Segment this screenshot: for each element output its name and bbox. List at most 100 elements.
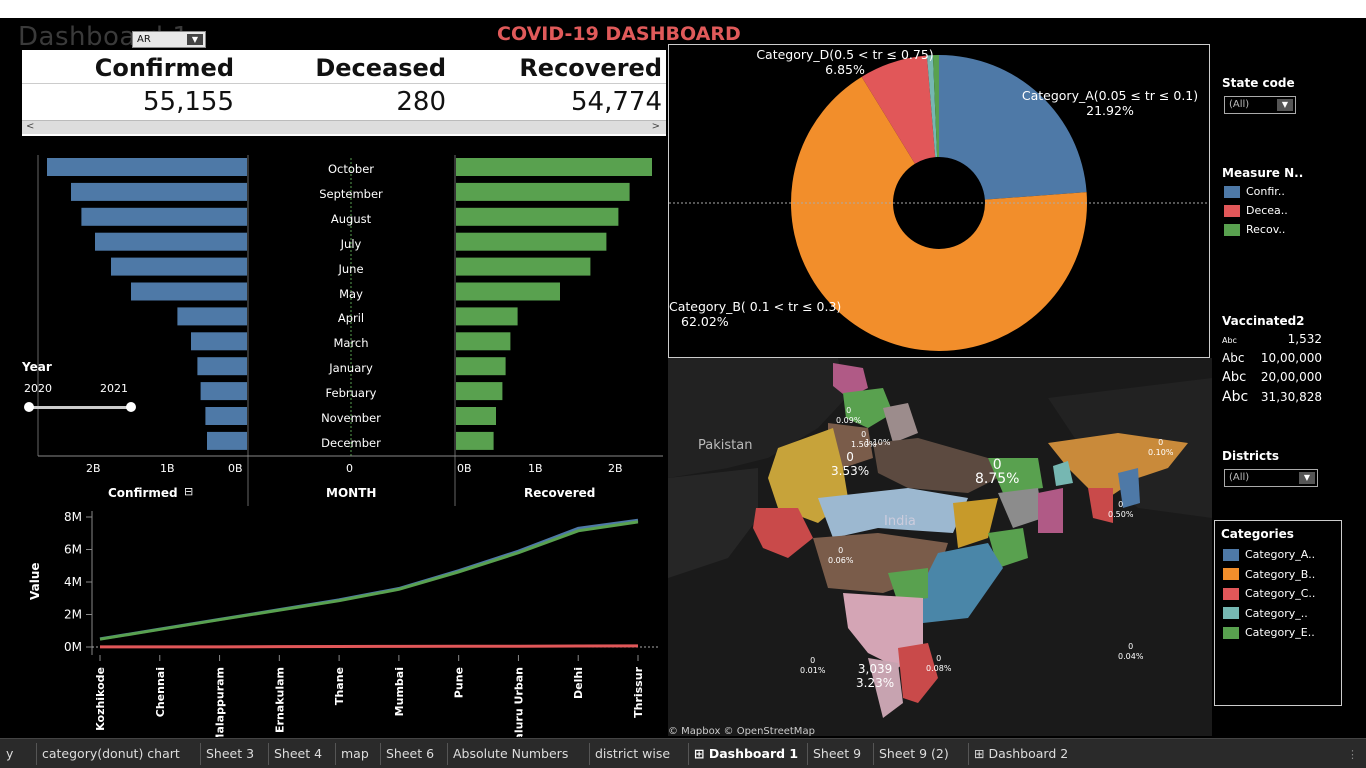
donut-slice[interactable]: [939, 55, 1087, 200]
confirmed-bar[interactable]: [197, 357, 247, 376]
recovered-bar[interactable]: [456, 431, 494, 450]
tab-sheet-4[interactable]: Sheet 4: [274, 746, 322, 761]
tab-sheet-3[interactable]: Sheet 3: [206, 746, 254, 761]
tab-label: district wise: [595, 746, 671, 761]
tab-y[interactable]: y: [6, 746, 13, 761]
recovered-bar[interactable]: [456, 182, 630, 201]
confirmed-bar[interactable]: [47, 158, 247, 176]
recovered-bar[interactable]: [456, 407, 496, 425]
measure-legend: Confir.. Decea.. Recov..: [1224, 182, 1288, 239]
confirmed-bar[interactable]: [207, 431, 247, 450]
chevron-down-icon[interactable]: ▼: [187, 34, 203, 45]
tab-category-donut-chart[interactable]: category(donut) chart: [42, 746, 180, 761]
recovered-bar[interactable]: [456, 232, 607, 251]
tab-absolute-numbers[interactable]: Absolute Numbers: [453, 746, 568, 761]
measure-legend-item[interactable]: Confir..: [1224, 182, 1288, 201]
recovered-bar[interactable]: [456, 332, 511, 351]
year-slider-max-handle[interactable]: [126, 402, 136, 412]
tab-label: Dashboard 2: [988, 746, 1069, 761]
confirmed-bar[interactable]: [177, 307, 247, 326]
year-filter-label: Year: [22, 360, 52, 374]
tab-sheet-6[interactable]: Sheet 6: [386, 746, 434, 761]
recovered-bar[interactable]: [456, 307, 518, 326]
state-filter-dropdown[interactable]: AR ▼: [132, 31, 206, 48]
category-legend-item[interactable]: Category_E..: [1223, 623, 1341, 643]
vaccinated-legend-item[interactable]: Abc 20,00,000: [1222, 370, 1322, 389]
recovered-bar[interactable]: [456, 282, 560, 301]
year-slider-track[interactable]: [28, 406, 132, 409]
donut-slice[interactable]: [861, 55, 936, 164]
line-y-tick: 2M: [64, 608, 82, 622]
line-series-deceased[interactable]: [100, 644, 639, 649]
recovered-bar[interactable]: [456, 257, 591, 276]
sort-icon[interactable]: ⊟: [184, 485, 194, 498]
recovered-bar[interactable]: [456, 158, 652, 176]
tab-sheet-9-2-[interactable]: Sheet 9 (2): [879, 746, 949, 761]
confirmed-bar[interactable]: [95, 232, 247, 251]
vaccinated-legend-title: Vaccinated2: [1222, 314, 1305, 328]
scroll-left-icon[interactable]: <: [26, 121, 35, 132]
recovered-bar[interactable]: [456, 382, 503, 401]
measure-legend-item[interactable]: Recov..: [1224, 220, 1288, 239]
scroll-right-icon[interactable]: >: [651, 121, 660, 132]
recovered-bar[interactable]: [456, 207, 619, 226]
map-label-count: 0: [810, 656, 816, 665]
chevron-down-icon[interactable]: ▼: [1299, 472, 1315, 484]
recovered-bar[interactable]: [456, 357, 506, 376]
map-label-pct: 0.50%: [1108, 510, 1134, 519]
tab-grid-icon[interactable]: ⋮: [1347, 748, 1358, 761]
month-label: January: [329, 361, 373, 376]
vaccinated-legend-item[interactable]: Abc 10,00,000: [1222, 351, 1322, 370]
horizontal-scrollbar[interactable]: < >: [22, 120, 666, 134]
tab-label: Sheet 9 (2): [879, 746, 949, 761]
tab-district-wise[interactable]: district wise: [595, 746, 670, 761]
confirmed-bar[interactable]: [191, 332, 247, 351]
vaccinated-legend-item[interactable]: Abc 1,532: [1222, 332, 1322, 351]
confirmed-bar[interactable]: [71, 182, 247, 201]
donut-slice[interactable]: [926, 55, 938, 158]
confirmed-bar[interactable]: [200, 382, 247, 401]
tab-sheet-9[interactable]: Sheet 9: [813, 746, 861, 761]
line-x-label: Chennai: [154, 667, 167, 717]
map-attribution: © Mapbox © OpenStreetMap: [668, 726, 815, 736]
category-legend-label: Category_A..: [1245, 548, 1316, 562]
vaccinated-legend-item[interactable]: Abc 31,30,828: [1222, 389, 1322, 408]
main-title: COVID-19 DASHBOARD: [497, 23, 741, 45]
map-value-label: 0 0.09%: [836, 406, 861, 426]
category-legend-item[interactable]: Category_B..: [1223, 565, 1341, 585]
donut-label-d-name: Category_D(0.5 < tr ≤ 0.75): [756, 47, 934, 62]
recovered-axis-label: Recovered: [524, 486, 596, 500]
category-legend-label: Category_C..: [1245, 587, 1316, 601]
confirmed-bar[interactable]: [205, 407, 247, 425]
measure-legend-item[interactable]: Decea..: [1224, 201, 1288, 220]
confirmed-bar[interactable]: [131, 282, 247, 301]
map-label-pct: 0.06%: [828, 556, 854, 565]
category-legend-item[interactable]: Category_..: [1223, 604, 1341, 624]
map-value-label: 0 0.04%: [1118, 642, 1143, 662]
legend-swatch: [1223, 626, 1239, 639]
state-code-value: (All): [1229, 99, 1250, 110]
tab-separator: [268, 743, 269, 765]
vaccinated-value: 1,532: [1287, 332, 1322, 346]
state-sikkim: [1053, 461, 1073, 486]
kpi-confirmed-label: Confirmed: [94, 54, 234, 82]
map-label-count: 0: [1158, 438, 1164, 447]
category-legend-item[interactable]: Category_A..: [1223, 545, 1341, 565]
tab-map[interactable]: map: [341, 746, 369, 761]
chevron-down-icon[interactable]: ▼: [1277, 99, 1293, 111]
line-x-label: Thrissur: [632, 666, 645, 717]
legend-swatch: [1223, 587, 1239, 600]
year-slider-min-handle[interactable]: [24, 402, 34, 412]
districts-dropdown[interactable]: (All) ▼: [1224, 469, 1318, 487]
state-code-dropdown[interactable]: (All) ▼: [1224, 96, 1296, 114]
line-series-recovered[interactable]: [99, 520, 639, 641]
donut-slice[interactable]: [791, 76, 1087, 351]
category-legend-item[interactable]: Category_C..: [1223, 584, 1341, 604]
map-value-label: 0 0.06%: [828, 546, 853, 566]
india-map[interactable]: Pakistan India © Mapbox © OpenStreetMap: [668, 358, 1212, 736]
tab-dashboard-1[interactable]: ⊞ Dashboard 1: [694, 746, 798, 761]
tab-dashboard-2[interactable]: ⊞ Dashboard 2: [974, 746, 1068, 761]
confirmed-bar[interactable]: [81, 207, 248, 226]
donut-slice[interactable]: [932, 55, 939, 158]
confirmed-bar[interactable]: [111, 257, 247, 276]
